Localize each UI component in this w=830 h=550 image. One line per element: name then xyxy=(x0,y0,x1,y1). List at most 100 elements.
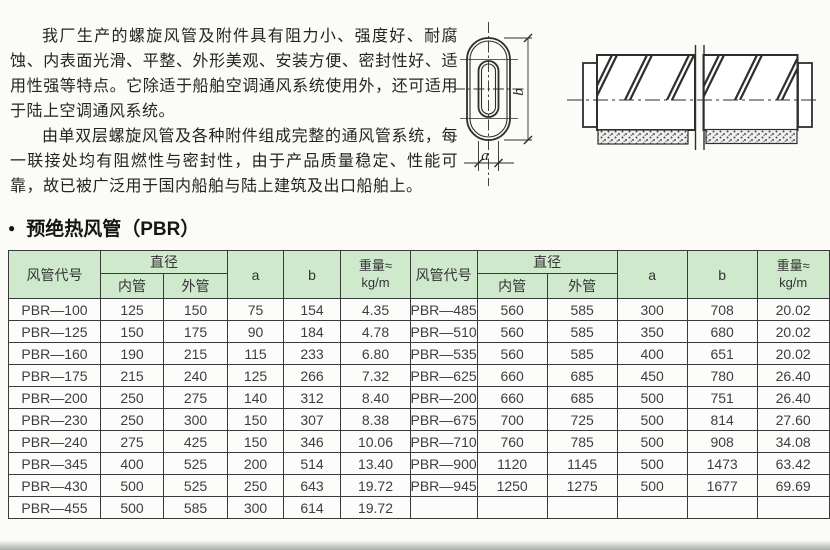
dimension-b xyxy=(504,33,533,145)
value-cell: 780 xyxy=(686,364,758,387)
value-cell: 26.40 xyxy=(756,386,830,409)
value-cell: 525 xyxy=(163,452,228,475)
value-cell: 312 xyxy=(283,386,341,409)
value-cell: 585 xyxy=(163,496,228,519)
col-header-a: a xyxy=(616,250,688,299)
value-cell: 90 xyxy=(227,320,284,343)
duct-code-cell: PBR—675 xyxy=(409,408,478,431)
table-row: PBR—455 500 585 300 614 19.72 xyxy=(8,496,411,519)
value-cell: 307 xyxy=(283,408,341,431)
value-cell: 1145 xyxy=(546,452,618,475)
value-cell: 240 xyxy=(163,364,228,387)
value-cell: 4.78 xyxy=(340,320,411,343)
value-cell: 1473 xyxy=(686,452,758,475)
duct-code-cell: PBR—535 xyxy=(409,342,478,365)
value-cell: 8.38 xyxy=(340,408,411,431)
spiral-duct-side-view-diagram xyxy=(567,45,820,150)
weight-label-line1: 重量≈ xyxy=(776,258,810,274)
value-cell: 115 xyxy=(227,342,284,365)
value-cell: 450 xyxy=(616,364,688,387)
value-cell: 708 xyxy=(686,298,758,321)
weight-label-line2: kg/m xyxy=(361,274,390,290)
value-cell: 27.60 xyxy=(756,408,830,431)
value-cell: 19.72 xyxy=(340,474,411,497)
value-cell: 125 xyxy=(100,298,164,321)
value-cell: 250 xyxy=(100,408,164,431)
value-cell: 215 xyxy=(163,342,228,365)
value-cell: 1275 xyxy=(546,474,618,497)
value-cell: 585 xyxy=(546,342,618,365)
value-cell: 660 xyxy=(476,364,548,387)
table-row: PBR—230 250 300 150 307 8.38 xyxy=(8,408,411,431)
value-cell: 20.02 xyxy=(756,320,830,343)
pbr-spec-tables: 风管代号 直径 a b 重量≈ kg/m 内管 外管 PBR—100 125 150… xyxy=(8,250,830,519)
value-cell: 69.69 xyxy=(756,474,830,497)
value-cell: 814 xyxy=(686,408,758,431)
duct-code-cell: PBR—710 xyxy=(409,430,478,453)
value-cell: 300 xyxy=(616,298,688,321)
col-header-outer-pipe: 外管 xyxy=(546,273,618,299)
duct-code-cell: PBR—175 xyxy=(8,364,101,387)
duct-jacket xyxy=(596,54,799,131)
value-cell: 233 xyxy=(283,342,341,365)
intro-text: 我厂生产的螺旋风管及附件具有阻力小、强度好、耐腐蚀、内表面光滑、平整、外形美观、… xyxy=(10,24,458,199)
col-header-outer-pipe: 外管 xyxy=(163,273,228,299)
value-cell xyxy=(546,496,618,519)
value-cell: 500 xyxy=(616,386,688,409)
value-cell xyxy=(756,496,830,519)
table-row: PBR—625 660 685 450 780 26.40 xyxy=(409,364,830,387)
value-cell: 400 xyxy=(100,452,164,475)
value-cell: 190 xyxy=(100,342,164,365)
value-cell: 7.32 xyxy=(340,364,411,387)
duct-code-cell: PBR—200 xyxy=(409,386,478,409)
section-title: ● 预绝热风管（PBR） xyxy=(8,214,199,241)
value-cell: 400 xyxy=(616,342,688,365)
col-header-duct-code: 风管代号 xyxy=(409,250,478,299)
value-cell: 614 xyxy=(283,496,341,519)
value-cell: 13.40 xyxy=(340,452,411,475)
value-cell: 685 xyxy=(546,386,618,409)
intro-paragraph-2: 由单双层螺旋风管及各种附件组成完整的通风管系统，每一联接处均有阻燃性与密封性，由… xyxy=(10,128,458,195)
dimension-label-b: b xyxy=(511,88,527,96)
duct-code-cell: PBR—945 xyxy=(409,474,478,497)
duct-code-cell xyxy=(409,496,478,519)
value-cell: 1250 xyxy=(476,474,548,497)
pbr-table-left: 风管代号 直径 a b 重量≈ kg/m 内管 外管 PBR—100 125 150… xyxy=(8,250,411,519)
section-title-text: 预绝热风管（PBR） xyxy=(26,219,200,240)
value-cell: 908 xyxy=(686,430,758,453)
value-cell: 346 xyxy=(283,430,341,453)
value-cell: 300 xyxy=(163,408,228,431)
table-row: PBR—485 560 585 300 708 20.02 xyxy=(409,298,830,321)
value-cell: 500 xyxy=(616,474,688,497)
weight-label-line1: 重量≈ xyxy=(358,258,393,274)
value-cell: 150 xyxy=(100,320,164,343)
value-cell: 275 xyxy=(163,386,228,409)
value-cell: 4.35 xyxy=(340,298,411,321)
table-row: PBR—900 1120 1145 500 1473 63.42 xyxy=(409,452,830,475)
table-row: PBR—160 190 215 115 233 6.80 xyxy=(8,342,411,365)
value-cell: 760 xyxy=(476,430,548,453)
table-row: PBR—535 560 585 400 651 20.02 xyxy=(409,342,830,365)
weight-label-line2: kg/m xyxy=(779,274,808,290)
value-cell: 20.02 xyxy=(756,298,830,321)
value-cell: 1120 xyxy=(476,452,548,475)
duct-code-cell: PBR—900 xyxy=(409,452,478,475)
col-header-inner-pipe: 内管 xyxy=(100,273,164,299)
value-cell: 525 xyxy=(163,474,228,497)
value-cell: 215 xyxy=(100,364,164,387)
value-cell: 785 xyxy=(546,430,618,453)
duct-code-cell: PBR—230 xyxy=(8,408,101,431)
table-row: PBR—345 400 525 200 514 13.40 xyxy=(8,452,411,475)
value-cell: 140 xyxy=(227,386,284,409)
insulation-band xyxy=(597,128,798,145)
value-cell: 560 xyxy=(476,342,548,365)
value-cell: 150 xyxy=(227,430,284,453)
spiral-seams-left xyxy=(597,55,695,100)
duct-code-cell: PBR—200 xyxy=(8,386,101,409)
value-cell: 266 xyxy=(283,364,341,387)
value-cell: 184 xyxy=(283,320,341,343)
duct-code-cell: PBR—510 xyxy=(409,320,478,343)
value-cell: 725 xyxy=(546,408,618,431)
value-cell: 685 xyxy=(546,364,618,387)
